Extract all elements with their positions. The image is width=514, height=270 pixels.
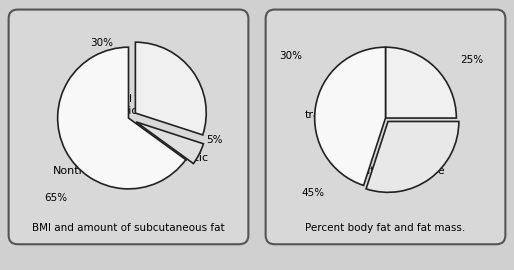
Text: Cultural
transmission: Cultural transmission — [305, 98, 376, 120]
Text: 5%: 5% — [206, 135, 223, 145]
Text: 25%: 25% — [460, 55, 483, 66]
Text: 30%: 30% — [90, 38, 113, 48]
Text: Genetic: Genetic — [166, 153, 209, 163]
Wedge shape — [135, 42, 206, 135]
Text: Cultural
transmission: Cultural transmission — [75, 94, 146, 116]
FancyBboxPatch shape — [266, 9, 505, 244]
Wedge shape — [136, 122, 204, 164]
Wedge shape — [366, 122, 459, 192]
FancyBboxPatch shape — [9, 9, 248, 244]
Text: Nontransmissible: Nontransmissible — [53, 166, 150, 176]
Text: 65%: 65% — [45, 193, 68, 203]
Text: Nontransmissible: Nontransmissible — [348, 166, 445, 176]
Text: Percent body fat and fat mass.: Percent body fat and fat mass. — [305, 223, 466, 233]
Text: Genetic: Genetic — [409, 104, 452, 114]
Wedge shape — [386, 47, 456, 118]
Wedge shape — [315, 47, 386, 185]
Text: 45%: 45% — [302, 188, 325, 198]
Wedge shape — [58, 47, 186, 189]
Text: BMI and amount of subcutaneous fat: BMI and amount of subcutaneous fat — [32, 223, 225, 233]
Text: 30%: 30% — [279, 51, 302, 61]
